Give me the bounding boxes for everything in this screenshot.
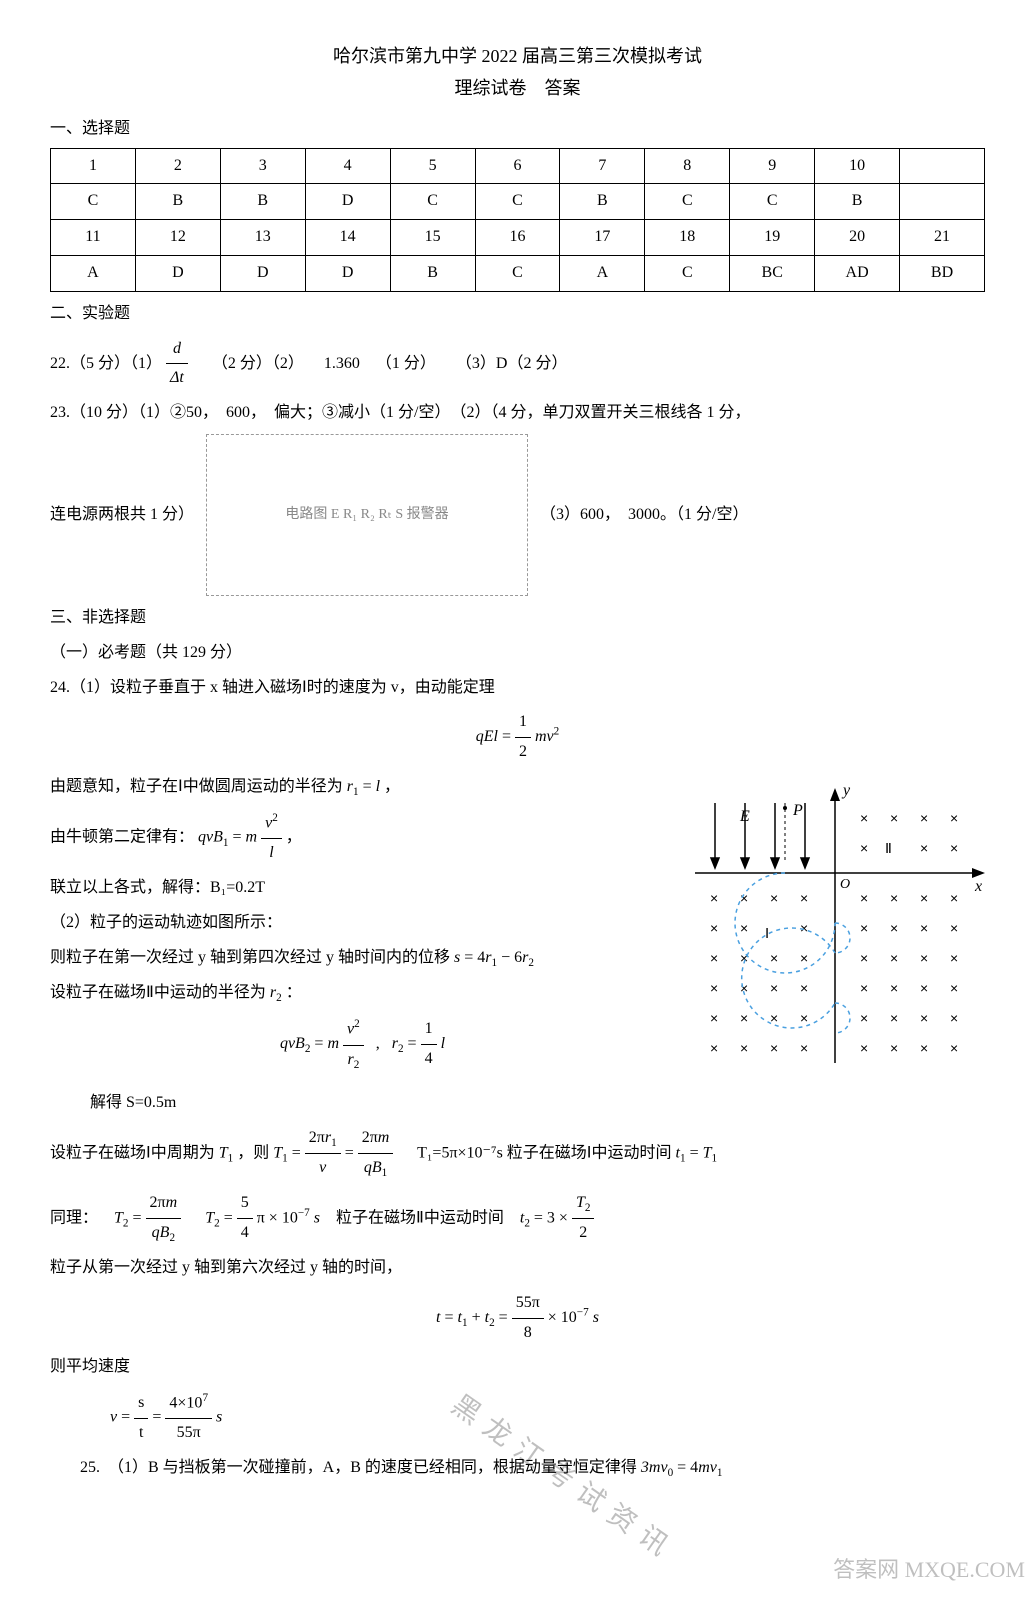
svg-text:×: × xyxy=(920,1040,928,1056)
svg-text:×: × xyxy=(950,1040,958,1056)
svg-text:×: × xyxy=(950,890,958,906)
section3-sub: （一）必考题（共 129 分） xyxy=(50,639,985,668)
q24-eq6: v = st = 4×10755π s xyxy=(50,1388,985,1448)
svg-text:×: × xyxy=(770,890,778,906)
svg-text:×: × xyxy=(860,840,868,856)
svg-text:×: × xyxy=(800,1010,808,1026)
svg-text:×: × xyxy=(890,1040,898,1056)
q22-fraction: d Δt xyxy=(166,335,188,394)
q23-left-text: 连电源两根共 1 分） xyxy=(50,501,194,530)
svg-text:×: × xyxy=(740,920,748,936)
svg-text:×: × xyxy=(920,980,928,996)
svg-text:E: E xyxy=(739,808,750,825)
svg-text:×: × xyxy=(950,810,958,826)
circuit-diagram-icon: 电路图 E R₁ R₂ Rₜ S 报警器 xyxy=(206,434,528,596)
q24-p12: 则平均速度 xyxy=(50,1353,985,1382)
svg-text:O: O xyxy=(840,877,850,892)
svg-text:×: × xyxy=(950,1010,958,1026)
svg-text:×: × xyxy=(710,1010,718,1026)
q24-p8: 解得 S=0.5m xyxy=(50,1089,985,1118)
svg-text:×: × xyxy=(890,1010,898,1026)
svg-text:P: P xyxy=(792,802,803,819)
q24-p11: 粒子从第一次经过 y 轴到第六次经过 y 轴的时间， xyxy=(50,1254,985,1283)
section2-heading: 二、实验题 xyxy=(50,300,985,329)
svg-text:×: × xyxy=(860,810,868,826)
svg-text:×: × xyxy=(710,980,718,996)
q25-p1: 25. （1）B 与挡板第一次碰撞前，A，B 的速度已经相同，根据动量守恒定律得… xyxy=(50,1454,985,1483)
section1-heading: 一、选择题 xyxy=(50,115,985,144)
svg-text:×: × xyxy=(920,920,928,936)
svg-text:×: × xyxy=(950,840,958,856)
svg-text:×: × xyxy=(770,1010,778,1026)
svg-text:×: × xyxy=(860,890,868,906)
svg-text:×: × xyxy=(740,950,748,966)
svg-text:×: × xyxy=(800,890,808,906)
svg-text:×: × xyxy=(920,1010,928,1026)
q24-p1: 24.（1）设粒子垂直于 x 轴进入磁场Ⅰ时的速度为 v，由动能定理 xyxy=(50,674,985,703)
q22-line: 22.（5 分）（1） d Δt （2 分）（2） 1.360 （1 分） （3… xyxy=(50,335,985,394)
svg-text:×: × xyxy=(920,950,928,966)
svg-text:×: × xyxy=(950,980,958,996)
svg-text:y: y xyxy=(841,782,851,799)
q23-circuit-row: 连电源两根共 1 分） 电路图 E R₁ R₂ Rₜ S 报警器 （3）600，… xyxy=(50,434,985,596)
svg-text:×: × xyxy=(740,890,748,906)
corner-watermark: 答案网 MXQE.COM xyxy=(833,1550,1025,1590)
svg-text:Ⅱ: Ⅱ xyxy=(885,840,892,856)
svg-text:×: × xyxy=(920,810,928,826)
q23-line1: 23.（10 分）（1）②50， 600， 偏大；③减小（1 分/空） （2）（… xyxy=(50,399,985,428)
page-title: 哈尔滨市第九中学 2022 届高三第三次模拟考试 xyxy=(50,40,985,72)
q24-eq1: qEl = 12 mv2 xyxy=(50,708,985,767)
q24-p9: 设粒子在磁场Ⅰ中周期为 T1 ，则 T1 = 2πr1v = 2πmqB1 T₁… xyxy=(50,1124,985,1183)
svg-text:×: × xyxy=(860,980,868,996)
svg-text:×: × xyxy=(860,1010,868,1026)
svg-text:×: × xyxy=(710,920,718,936)
svg-text:×: × xyxy=(890,950,898,966)
answer-table: 12345678910 CBBDCCBCCB 11121314151617181… xyxy=(50,148,985,292)
svg-text:×: × xyxy=(740,1010,748,1026)
svg-text:×: × xyxy=(710,890,718,906)
svg-text:×: × xyxy=(770,950,778,966)
section3-heading: 三、非选择题 xyxy=(50,604,985,633)
svg-text:×: × xyxy=(800,920,808,936)
table-row: CBBDCCBCCB xyxy=(51,184,985,220)
svg-text:×: × xyxy=(890,980,898,996)
q24-eq5: t = t1 + t2 = 55π8 × 10−7 s xyxy=(50,1289,985,1348)
svg-text:×: × xyxy=(860,920,868,936)
table-row: ADDDBCACBCADBD xyxy=(51,255,985,291)
q23-right-text: （3）600， 3000。（1 分/空） xyxy=(540,501,748,530)
svg-text:x: x xyxy=(974,878,982,895)
svg-text:×: × xyxy=(770,1040,778,1056)
svg-text:×: × xyxy=(710,1040,718,1056)
field-diagram: y x O E P ×××× ××× Ⅱ ×××××××× ××××××× Ⅰ … xyxy=(685,773,985,1073)
svg-text:×: × xyxy=(800,1040,808,1056)
svg-text:×: × xyxy=(920,840,928,856)
svg-text:×: × xyxy=(740,1040,748,1056)
svg-text:×: × xyxy=(950,920,958,936)
q24-p10: 同理： T2 = 2πmqB2 T2 = 54 π × 10−7 s 粒子在磁场… xyxy=(50,1189,985,1248)
svg-text:×: × xyxy=(800,950,808,966)
table-row: 12345678910 xyxy=(51,148,985,184)
svg-text:×: × xyxy=(920,890,928,906)
svg-text:×: × xyxy=(890,920,898,936)
svg-text:×: × xyxy=(860,1040,868,1056)
svg-text:×: × xyxy=(770,980,778,996)
svg-text:×: × xyxy=(860,950,868,966)
svg-text:×: × xyxy=(800,980,808,996)
svg-text:×: × xyxy=(710,950,718,966)
table-row: 1112131415161718192021 xyxy=(51,220,985,256)
svg-text:×: × xyxy=(890,810,898,826)
page-subtitle: 理综试卷 答案 xyxy=(50,72,985,104)
svg-text:×: × xyxy=(890,890,898,906)
svg-text:×: × xyxy=(950,950,958,966)
